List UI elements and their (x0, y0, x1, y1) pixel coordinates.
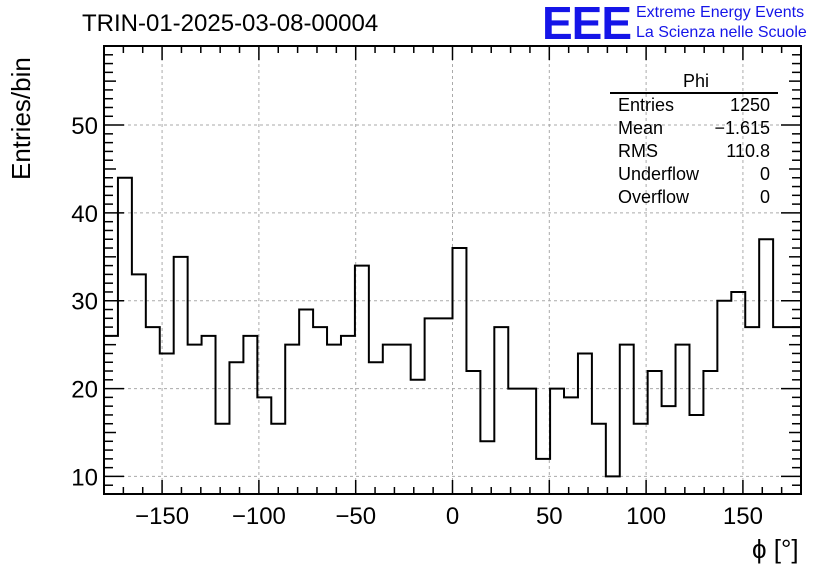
x-tick-label: −100 (232, 503, 286, 530)
histogram-bin (522, 389, 536, 494)
x-tick-label: −50 (335, 503, 376, 530)
histogram-bin (592, 424, 606, 494)
logo-line-1: Extreme Energy Events (636, 4, 805, 21)
histogram-bin (216, 424, 230, 494)
histogram-bin (494, 327, 508, 494)
stats-value: 110.8 (726, 141, 770, 161)
histogram-bin (745, 327, 759, 494)
histogram-bin (355, 266, 369, 494)
stats-row-rms: RMS 110.8 (610, 140, 778, 163)
y-tick-label: 50 (71, 113, 98, 140)
y-tick-label: 10 (71, 464, 98, 491)
histogram-bin (453, 248, 467, 494)
histogram-bin (174, 257, 188, 494)
x-tick-label: 0 (446, 503, 459, 530)
histogram-bin (369, 362, 383, 494)
histogram-bin (243, 336, 257, 494)
histogram-bin (676, 345, 690, 494)
stats-label: Underflow (618, 164, 700, 184)
stats-header: Phi (610, 70, 778, 94)
histogram-bin (188, 345, 202, 494)
histogram-bin (257, 397, 271, 494)
histogram-outline (104, 176, 801, 478)
histogram-bin (285, 345, 299, 494)
histogram-bin (759, 239, 773, 494)
x-tick-label: −150 (135, 503, 189, 530)
histogram-bin (118, 178, 132, 494)
histogram-bin (703, 371, 717, 494)
stats-value: −1.615 (714, 118, 770, 138)
stats-box: Phi Entries 1250 Mean −1.615 RMS 110.8 U… (610, 70, 778, 209)
stats-row-overflow: Overflow 0 (610, 186, 778, 209)
histogram-bin (480, 441, 494, 494)
histogram-bin (439, 318, 453, 494)
stats-value: 0 (759, 187, 770, 207)
histogram-bin (731, 292, 745, 494)
histogram-bin (787, 327, 801, 494)
histogram-bin (425, 318, 439, 494)
histogram-bin (202, 336, 216, 494)
histogram-bin (466, 371, 480, 494)
histogram-bin (271, 424, 285, 494)
histogram-bin (578, 353, 592, 494)
histogram-bin (397, 345, 411, 494)
stats-label: Entries (618, 95, 675, 115)
stats-label: Mean (618, 118, 664, 138)
histogram-bin (313, 327, 327, 494)
histogram-bin (132, 274, 146, 494)
x-tick-label: 50 (536, 503, 563, 530)
histogram-bin (229, 362, 243, 494)
histogram-bin (411, 380, 425, 494)
histogram-bin (689, 415, 703, 494)
stats-label: RMS (618, 141, 658, 161)
histogram-bin (146, 327, 160, 494)
stats-value: 0 (759, 164, 770, 184)
y-tick-label: 30 (71, 289, 98, 316)
histogram-bin (773, 327, 787, 494)
y-tick-label: 20 (71, 377, 98, 404)
logo-line-2: La Scienza nelle Scuole (636, 24, 807, 41)
x-tick-label: 100 (626, 503, 666, 530)
stats-row-entries: Entries 1250 (610, 94, 778, 117)
histogram-bin (327, 345, 341, 494)
eee-logo: EEE (542, 0, 632, 49)
page-title: TRIN-01-2025-03-08-00004 (82, 10, 379, 37)
x-axis-label: ϕ [°] (752, 534, 799, 564)
histogram-bin (160, 353, 174, 494)
stats-row-underflow: Underflow 0 (610, 163, 778, 186)
stats-value: 1250 (729, 95, 770, 115)
histogram-bin (648, 371, 662, 494)
stats-label: Overflow (618, 187, 690, 207)
histogram-bin (508, 389, 522, 494)
histogram-bin (299, 310, 313, 494)
logo-text: Extreme Energy Events La Scienza nelle S… (636, 3, 807, 43)
stats-row-mean: Mean −1.615 (610, 117, 778, 140)
histogram-bin (383, 345, 397, 494)
histogram-bin (662, 406, 676, 494)
x-tick-label: 150 (723, 503, 763, 530)
histogram-bin (341, 336, 355, 494)
histogram-bin (550, 389, 564, 494)
histogram-bin (564, 397, 578, 494)
histogram-bin (620, 345, 634, 494)
histogram-bin (717, 301, 731, 494)
histogram-bin (536, 459, 550, 494)
y-tick-label: 40 (71, 201, 98, 228)
